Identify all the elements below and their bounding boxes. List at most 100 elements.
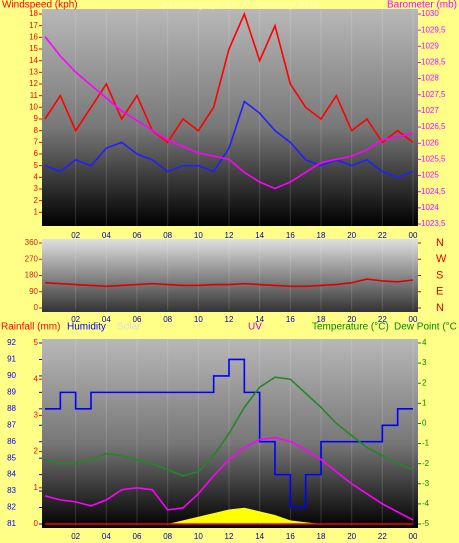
x-tick-label: 14 (255, 231, 264, 240)
y2-tick-label: 1026,5 (421, 122, 446, 131)
y2-tick-label: 1029,5 (421, 25, 446, 34)
y3-tick-label: 89 (7, 387, 16, 396)
y2-tick-label: 1029 (421, 41, 439, 50)
y2-tick-label: 2 (422, 378, 427, 387)
y-tick-label: 4 (34, 374, 39, 383)
y-tick-label: 10 (29, 102, 38, 111)
x-tick-label: 04 (102, 315, 111, 324)
plot-area (42, 339, 418, 528)
y2-tick-label: 1030 (421, 9, 439, 18)
y-tick-label: 5 (34, 161, 39, 170)
y-tick-label: 7 (34, 137, 39, 146)
y2-tick-label: -3 (422, 479, 430, 488)
y-tick-label: 11 (30, 91, 39, 100)
y3-tick-label: 83 (7, 486, 16, 495)
y-tick-label: 3 (34, 184, 39, 193)
x-tick-label: 02 (71, 315, 80, 324)
line (44, 36, 414, 190)
y2-tick-label: 1028,5 (421, 58, 446, 67)
y-tick-label: 0 (34, 519, 39, 528)
y2-tick-label: 4 (422, 338, 427, 347)
x-tick-label: 04 (102, 532, 111, 541)
y3-tick-label: 85 (7, 453, 16, 462)
y-tick-label: 6 (34, 149, 39, 158)
x-tick-label: 10 (194, 315, 203, 324)
x-tick-label: 12 (225, 532, 234, 541)
x-tick-label: 22 (378, 231, 387, 240)
x-tick-label: 18 (317, 315, 326, 324)
y2-tick-label: N (436, 302, 444, 314)
x-tick-label: 14 (255, 315, 264, 324)
y-tick-label: 1 (34, 207, 39, 216)
chart-title: 24 hour graph for 01 February 2015 (161, 0, 320, 11)
x-tick-label: 08 (163, 231, 172, 240)
x-tick-label: 20 (347, 315, 356, 324)
humidity-label: Humidity (67, 322, 106, 333)
y2-tick-label: 1024,5 (421, 187, 446, 196)
x-tick-label: 06 (133, 315, 142, 324)
y2-tick-label: W (436, 253, 447, 265)
y2-tick-label: -4 (422, 499, 430, 508)
x-tick-label: 08 (163, 315, 172, 324)
y2-tick-label: 1024 (421, 203, 439, 212)
x-tick-label: 16 (286, 231, 295, 240)
y-tick-label: 270 (25, 254, 39, 263)
x-tick-label: 04 (102, 231, 111, 240)
x-tick-label: 12 (225, 315, 234, 324)
x-tick-label: 06 (133, 532, 142, 541)
x-tick-label: 06 (133, 231, 142, 240)
y3-tick-label: 91 (7, 355, 16, 364)
temperature-label: Temperature (°C) (312, 322, 389, 333)
y2-tick-label: 1025 (421, 171, 439, 180)
solar-label: Solar (117, 322, 141, 333)
y3-tick-label: 87 (7, 420, 16, 429)
y-tick-label: 5 (34, 338, 39, 347)
x-tick-label: 14 (255, 532, 264, 541)
y3-tick-label: 90 (7, 371, 16, 380)
y-tick-label: 3 (34, 411, 39, 420)
y2-tick-label: -2 (422, 459, 430, 468)
y-tick-label: 14 (29, 56, 38, 65)
uv-label: UV (248, 322, 262, 333)
x-tick-label: 20 (347, 231, 356, 240)
y3-tick-label: 81 (7, 519, 16, 528)
y2-axis-title: Barometer (mb) (387, 0, 457, 11)
y2-tick-label: 1025,5 (421, 154, 446, 163)
x-tick-label: 08 (163, 532, 172, 541)
line (44, 100, 414, 179)
rainfall-label: Rainfall (mm) (1, 322, 60, 333)
y-tick-label: 360 (25, 238, 39, 247)
x-tick-label: 10 (194, 532, 203, 541)
y-tick-label: 17 (29, 21, 38, 30)
x-tick-label: 22 (378, 315, 387, 324)
y2-tick-label: 1028 (421, 74, 439, 83)
y-tick-label: 9 (34, 114, 39, 123)
line (44, 376, 414, 477)
y-axis-title: Windspeed (kph) (2, 0, 78, 11)
y2-tick-label: 1023,5 (421, 219, 446, 228)
x-tick-label: 22 (378, 532, 387, 541)
x-tick-label: 00 (409, 231, 418, 240)
line (44, 436, 414, 521)
x-tick-label: 02 (71, 231, 80, 240)
y-tick-label: 180 (25, 271, 39, 280)
x-tick-label: 00 (409, 532, 418, 541)
y2-tick-label: 1026 (421, 138, 439, 147)
y3-tick-label: 86 (7, 437, 16, 446)
x-tick-label: 12 (225, 231, 234, 240)
x-tick-label: 00 (409, 315, 418, 324)
y-tick-label: 2 (34, 196, 39, 205)
y-tick-label: 1 (34, 483, 39, 492)
x-tick-label: 18 (317, 532, 326, 541)
y-tick-label: 12 (29, 79, 38, 88)
line (45, 358, 413, 509)
y2-tick-label: -1 (422, 439, 430, 448)
plot-area (42, 9, 418, 226)
area (45, 507, 413, 524)
x-tick-label: 18 (317, 231, 326, 240)
y-tick-label: 90 (29, 287, 38, 296)
y2-tick-label: 1027 (421, 106, 439, 115)
x-tick-label: 20 (347, 532, 356, 541)
